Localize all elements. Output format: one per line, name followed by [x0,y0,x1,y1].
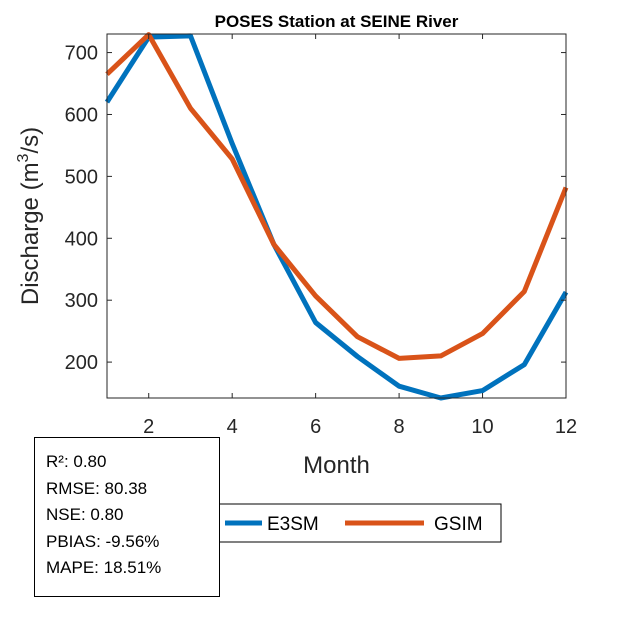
y-tick-label: 200 [65,352,98,374]
y-axis-label-main: Discharge (m [17,162,44,305]
stat-nse: NSE: 0.80 [46,505,124,524]
axes-layer: 2 4 6 8 10 12 200 300 400 500 600 700 [65,33,577,438]
axes-box [106,33,567,399]
y-tick-label: 300 [65,290,98,312]
series-line-e3sm [104,33,569,401]
stat-mape: MAPE: 18.51% [46,558,162,577]
x-tick-label: 10 [471,416,493,438]
y-axis-label-tail: /s) [17,127,44,154]
chart-title: POSES Station at SEINE River [215,12,459,31]
y-tick-label: 600 [65,104,98,126]
y-tick-label: 400 [65,228,98,250]
y-tick-label: 500 [65,166,98,188]
x-axis-label: Month [303,452,370,479]
plot-area [107,34,566,398]
legend-label-gsim: GSIM [434,514,483,535]
y-tick-label: 700 [65,43,98,65]
x-tick-label: 2 [143,416,154,438]
y-axis-label: Discharge (m3/s) [15,127,44,305]
series-line-gsim [105,32,569,361]
x-tick-label: 6 [310,416,321,438]
legend: E3SM GSIM [217,503,502,543]
series-layer [104,32,569,401]
x-tick-label: 8 [394,416,405,438]
stat-pbias: PBIAS: -9.56% [46,531,160,551]
x-tick-label: 4 [227,416,238,438]
x-tick-label: 12 [555,416,577,438]
y-axis-label-superscript: 3 [15,153,32,162]
stat-r2: R²: 0.80 [46,452,107,471]
stat-rmse: RMSE: 80.38 [46,478,148,498]
legend-label-e3sm: E3SM [267,514,319,535]
statistics-box: R²: 0.80 RMSE: 80.38 NSE: 0.80 PBIAS: -9… [34,437,220,597]
